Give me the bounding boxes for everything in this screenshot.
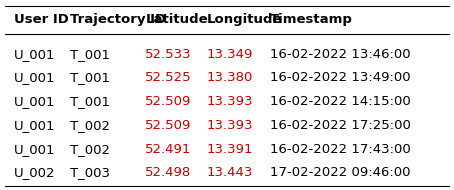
Text: 13.349: 13.349 xyxy=(207,48,253,61)
Text: 16-02-2022 17:43:00: 16-02-2022 17:43:00 xyxy=(270,143,411,156)
Text: 17-02-2022 09:46:00: 17-02-2022 09:46:00 xyxy=(270,166,410,179)
Text: Trajectory ID: Trajectory ID xyxy=(70,13,167,26)
Text: 52.509: 52.509 xyxy=(145,119,192,132)
Text: T_001: T_001 xyxy=(70,71,110,84)
Text: Longitude: Longitude xyxy=(207,13,282,26)
Text: 52.525: 52.525 xyxy=(145,71,192,84)
Text: 52.498: 52.498 xyxy=(145,166,192,179)
Text: 52.509: 52.509 xyxy=(145,95,192,108)
Text: T_002: T_002 xyxy=(70,119,110,132)
Text: U_001: U_001 xyxy=(14,119,55,132)
Text: T_003: T_003 xyxy=(70,166,110,179)
Text: T_001: T_001 xyxy=(70,48,110,61)
Text: 16-02-2022 13:49:00: 16-02-2022 13:49:00 xyxy=(270,71,411,84)
Text: U_002: U_002 xyxy=(14,166,55,179)
Text: 52.533: 52.533 xyxy=(145,48,192,61)
Text: Latitude: Latitude xyxy=(145,13,208,26)
Text: 16-02-2022 14:15:00: 16-02-2022 14:15:00 xyxy=(270,95,411,108)
Text: 13.393: 13.393 xyxy=(207,95,253,108)
Text: U_001: U_001 xyxy=(14,143,55,156)
Text: User ID: User ID xyxy=(14,13,69,26)
Text: 16-02-2022 17:25:00: 16-02-2022 17:25:00 xyxy=(270,119,411,132)
Text: U_001: U_001 xyxy=(14,71,55,84)
Text: T_001: T_001 xyxy=(70,95,110,108)
Text: U_001: U_001 xyxy=(14,48,55,61)
Text: U_001: U_001 xyxy=(14,95,55,108)
Text: 13.393: 13.393 xyxy=(207,119,253,132)
Text: 13.391: 13.391 xyxy=(207,143,253,156)
Text: Timestamp: Timestamp xyxy=(270,13,353,26)
Text: 16-02-2022 13:46:00: 16-02-2022 13:46:00 xyxy=(270,48,411,61)
Text: 13.380: 13.380 xyxy=(207,71,253,84)
Text: 13.443: 13.443 xyxy=(207,166,253,179)
Text: T_002: T_002 xyxy=(70,143,110,156)
Text: 52.491: 52.491 xyxy=(145,143,192,156)
